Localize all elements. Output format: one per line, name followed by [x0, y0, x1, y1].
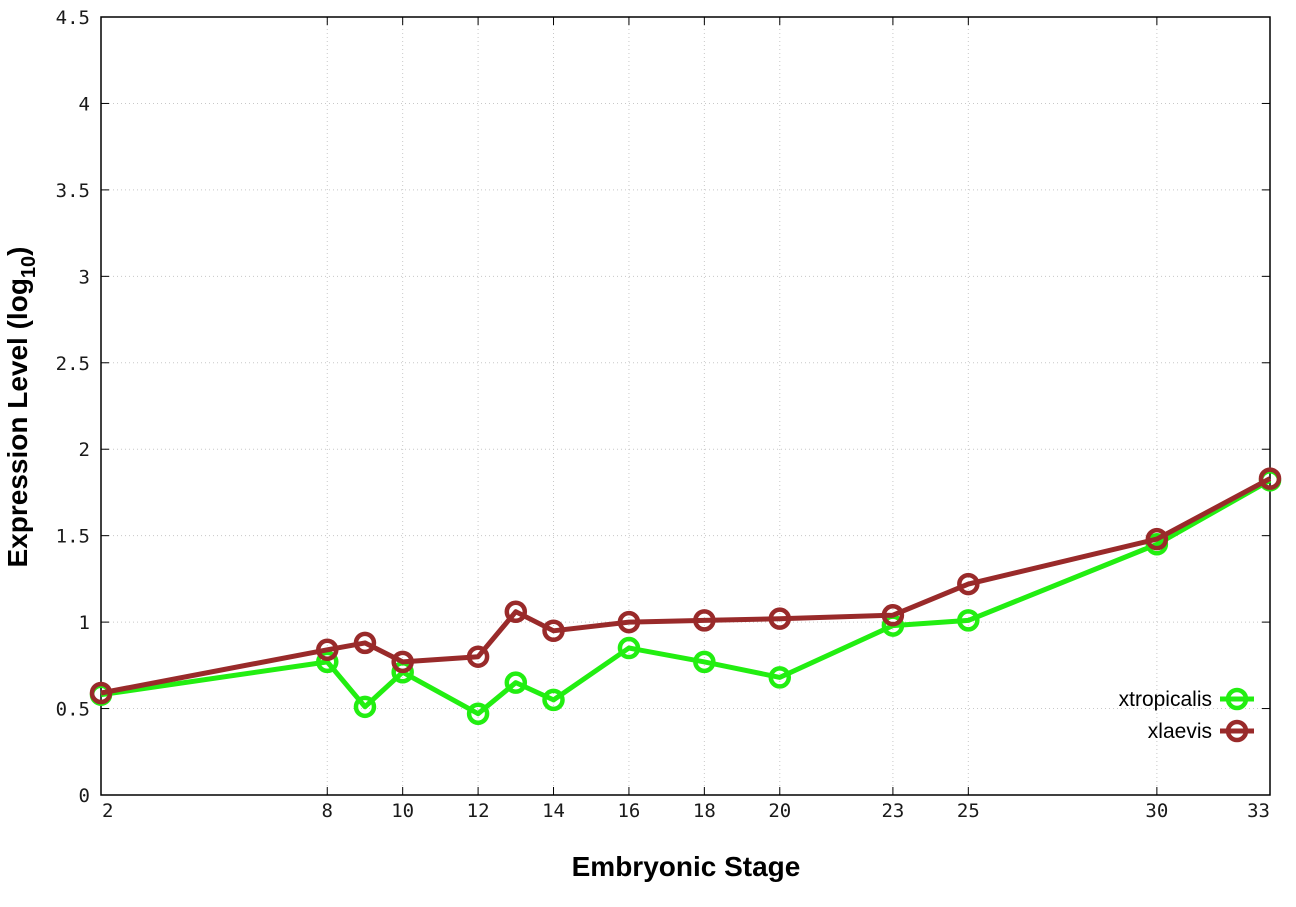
data-point-xlaevis [957, 572, 980, 596]
data-point-xlaevis [542, 619, 565, 643]
data-point-xlaevis [768, 607, 792, 630]
series [89, 467, 1282, 725]
series-xlaevis [89, 467, 1282, 705]
y-tick-label: 4 [79, 93, 90, 115]
ticks: 0 0.5 1 1.5 2 2.5 3 3.5 4 4.5 2 8 10 12 14 16 18 20 23 25 30… [56, 7, 1271, 822]
plot-frame [100, 16, 1271, 796]
x-tick-label: 10 [391, 800, 414, 822]
x-tick-label: 16 [617, 800, 640, 822]
legend-label: xlaevis [1148, 720, 1212, 743]
data-point-xtropicalis [316, 650, 339, 674]
y-tick-label: 2.5 [56, 353, 90, 375]
data-point-xlaevis [391, 650, 414, 674]
legend-marker-swatch [1225, 719, 1249, 743]
data-point-xtropicalis [768, 666, 792, 689]
x-tick-label: 30 [1145, 800, 1168, 822]
y-axis-title-subscript: 10 [18, 256, 40, 278]
data-point-xlaevis [617, 610, 641, 634]
x-tick-label: 14 [542, 800, 565, 822]
data-point-xlaevis [89, 681, 113, 705]
legend-label: xtropicalis [1119, 688, 1212, 711]
y-tick-label: 0.5 [56, 699, 90, 721]
y-axis-title: Expression Level (log10) [2, 247, 40, 568]
y-tick-label: 1 [79, 612, 90, 634]
x-tick-label: 2 [102, 800, 113, 822]
x-axis-title: Embryonic Stage [572, 851, 801, 882]
data-point-xlaevis [466, 645, 490, 668]
data-point-xtropicalis [542, 688, 565, 712]
x-tick-label: 20 [768, 800, 791, 822]
series-line-xtropicalis [100, 478, 1272, 717]
x-tick-label: 12 [467, 800, 490, 822]
legend-marker-swatch [1225, 687, 1249, 711]
x-tick-label: 23 [881, 800, 904, 822]
data-point-xlaevis [1258, 467, 1282, 490]
data-point-xlaevis [353, 631, 377, 655]
data-point-xlaevis [693, 609, 716, 632]
y-axis-title-close: ) [2, 247, 33, 256]
x-tick-label: 25 [957, 800, 980, 822]
y-tick-label: 0 [79, 785, 90, 807]
data-point-xlaevis [1145, 527, 1169, 551]
y-axis-title-main: Expression Level (log [2, 278, 33, 567]
x-tick-label: 33 [1247, 800, 1270, 822]
data-point-xlaevis [881, 603, 905, 627]
data-point-xtropicalis [504, 671, 528, 694]
legend: xtropicalis xlaevis [1119, 687, 1254, 743]
data-point-xlaevis [316, 638, 339, 662]
y-tick-label: 2 [79, 439, 90, 461]
legend-entry-xlaevis: xlaevis [1148, 719, 1254, 743]
grid [101, 17, 1270, 795]
y-tick-label: 1.5 [56, 526, 90, 548]
y-tick-label: 4.5 [56, 7, 90, 29]
data-point-xtropicalis [617, 636, 641, 660]
data-point-xtropicalis [957, 609, 980, 632]
data-point-xlaevis [504, 600, 528, 623]
data-point-xtropicalis [466, 702, 490, 725]
series-xtropicalis [89, 469, 1282, 725]
data-point-xtropicalis [353, 695, 377, 719]
data-point-xtropicalis [693, 650, 716, 674]
x-tick-label: 8 [322, 800, 333, 822]
x-tick-label: 18 [693, 800, 716, 822]
y-tick-label: 3.5 [56, 180, 90, 202]
legend-entry-xtropicalis: xtropicalis [1119, 687, 1254, 711]
y-tick-label: 3 [79, 266, 90, 288]
